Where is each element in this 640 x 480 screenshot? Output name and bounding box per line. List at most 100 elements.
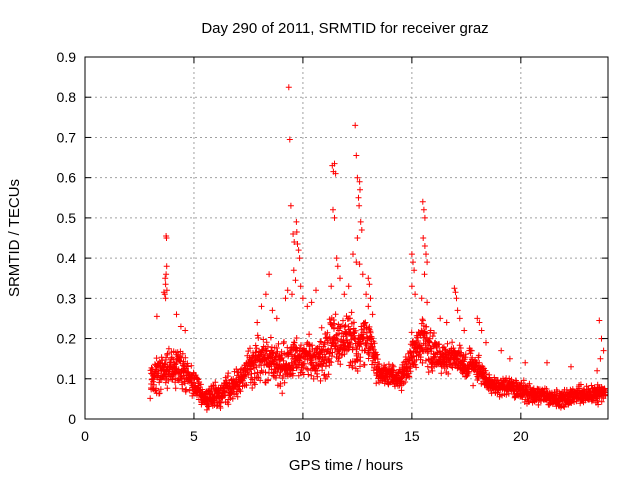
data-point xyxy=(350,319,357,326)
data-point xyxy=(270,349,277,356)
data-point xyxy=(334,337,341,344)
data-point xyxy=(314,373,321,380)
data-point xyxy=(328,321,335,328)
data-point xyxy=(476,359,483,366)
data-point xyxy=(421,214,428,221)
data-point xyxy=(163,235,170,241)
data-point xyxy=(301,360,308,367)
data-point xyxy=(520,377,527,384)
data-point xyxy=(293,218,300,225)
data-point xyxy=(350,251,356,258)
y-tick-label: 0.2 xyxy=(57,331,77,347)
data-point xyxy=(421,243,428,249)
data-point xyxy=(294,241,301,247)
data-point xyxy=(356,202,363,209)
data-point xyxy=(255,334,262,341)
data-point xyxy=(337,361,344,368)
data-points xyxy=(147,84,609,413)
data-point xyxy=(160,289,167,296)
data-point xyxy=(423,251,429,258)
data-point xyxy=(322,353,329,360)
data-point xyxy=(325,346,332,353)
x-axis-title: GPS time / hours xyxy=(289,457,403,474)
data-point xyxy=(269,307,276,314)
data-point xyxy=(291,239,298,245)
data-point xyxy=(410,259,416,266)
data-point xyxy=(431,330,437,336)
data-point xyxy=(164,385,171,392)
data-point xyxy=(423,323,430,330)
data-point xyxy=(543,386,550,392)
data-point xyxy=(293,335,300,341)
data-point xyxy=(418,295,425,302)
data-point xyxy=(275,340,282,347)
data-point xyxy=(173,311,180,318)
data-point xyxy=(292,277,299,284)
data-point xyxy=(163,263,170,270)
data-point xyxy=(475,375,482,382)
x-tick-label: 10 xyxy=(295,428,311,444)
data-point xyxy=(153,313,160,320)
data-point xyxy=(359,271,366,278)
data-point xyxy=(367,295,374,302)
data-point xyxy=(436,341,443,348)
data-point xyxy=(326,355,333,362)
data-point xyxy=(295,372,302,379)
data-point xyxy=(297,283,304,290)
data-point xyxy=(429,367,436,374)
data-point xyxy=(153,385,160,392)
data-point xyxy=(354,174,361,181)
data-point xyxy=(157,386,164,393)
data-point xyxy=(262,291,269,298)
data-point xyxy=(345,283,352,290)
data-point xyxy=(332,311,339,318)
data-point xyxy=(349,364,356,371)
data-point xyxy=(279,354,286,361)
data-point xyxy=(295,247,302,254)
data-point xyxy=(438,370,445,377)
data-point xyxy=(505,390,512,397)
data-point xyxy=(568,363,574,370)
data-point xyxy=(190,379,197,386)
data-point xyxy=(164,350,171,357)
data-point xyxy=(254,374,260,381)
data-point xyxy=(165,345,172,352)
data-point xyxy=(273,345,280,351)
chart-title: Day 290 of 2011, SRMTID for receiver gra… xyxy=(201,20,488,37)
data-point xyxy=(398,387,405,394)
data-point xyxy=(374,351,381,358)
data-point xyxy=(304,303,311,310)
data-point xyxy=(172,385,179,392)
x-tick-label: 0 xyxy=(81,428,89,444)
data-point xyxy=(328,359,335,366)
y-tick-label: 0.8 xyxy=(57,89,77,105)
data-point xyxy=(443,319,450,326)
data-point xyxy=(328,353,335,360)
data-point xyxy=(466,368,472,375)
data-point xyxy=(280,357,287,364)
data-point xyxy=(354,235,361,241)
data-point xyxy=(272,374,279,381)
data-point xyxy=(454,307,461,314)
data-point xyxy=(596,317,603,324)
data-point xyxy=(147,395,154,402)
data-point xyxy=(424,299,431,306)
data-point xyxy=(449,339,456,346)
data-point xyxy=(334,263,341,270)
data-point xyxy=(373,380,380,387)
data-point xyxy=(285,84,292,91)
data-point xyxy=(150,376,157,383)
data-point xyxy=(182,327,189,334)
data-point xyxy=(449,364,456,371)
data-point xyxy=(411,267,418,274)
data-point xyxy=(365,275,372,282)
data-point xyxy=(308,372,315,379)
data-point xyxy=(290,267,297,274)
data-point xyxy=(354,357,361,364)
y-tick-label: 0.6 xyxy=(57,170,77,186)
data-point xyxy=(307,350,314,356)
data-point xyxy=(234,393,241,400)
data-point xyxy=(456,342,463,349)
data-point xyxy=(249,385,256,391)
data-point xyxy=(243,382,250,389)
